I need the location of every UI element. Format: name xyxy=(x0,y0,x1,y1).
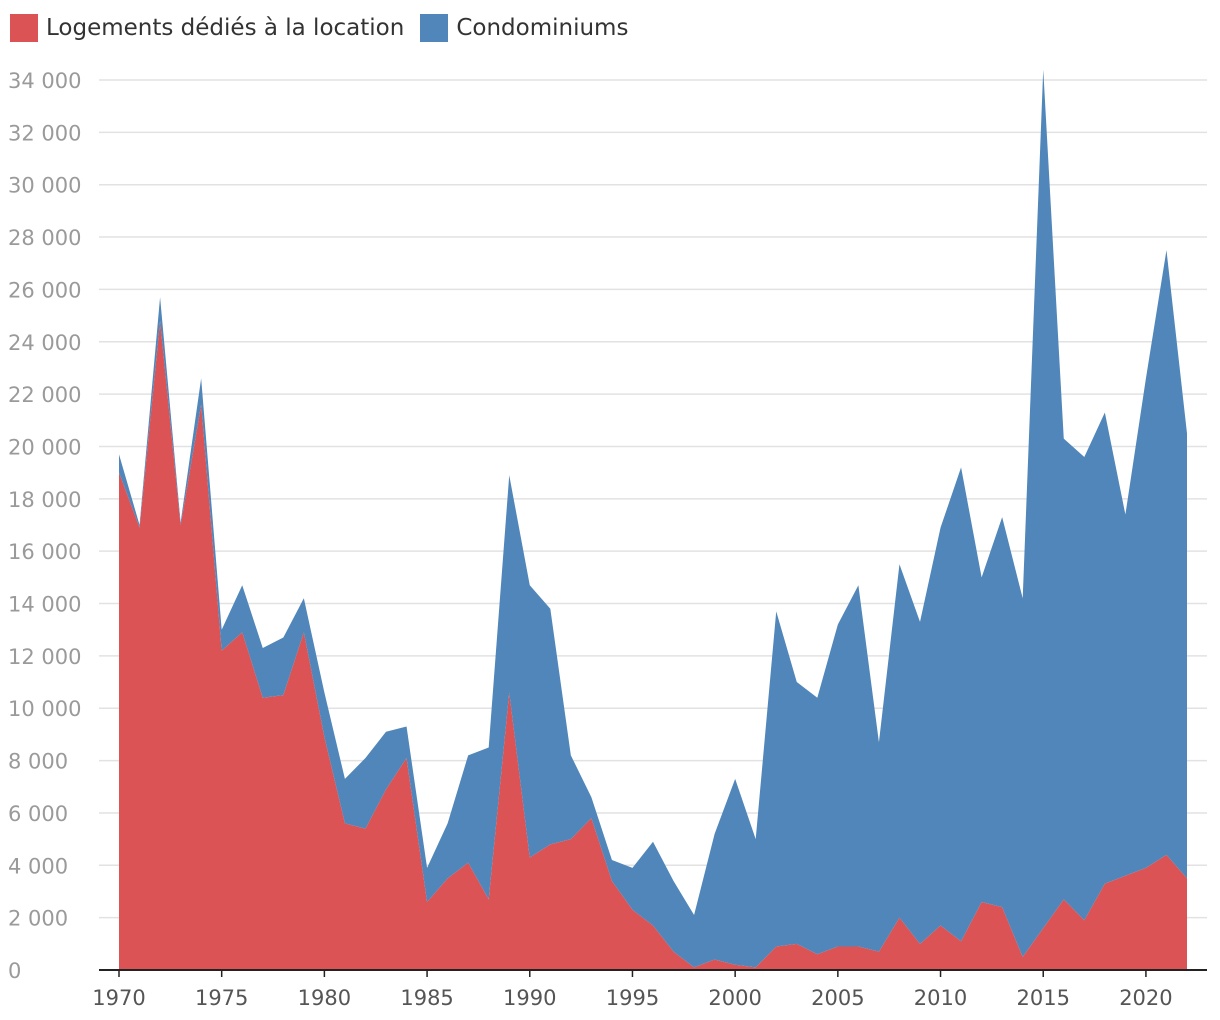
legend-item-rental[interactable]: Logements dédiés à la location xyxy=(10,14,404,42)
y-tick-label: 22 000 xyxy=(8,383,81,407)
x-tick-label: 2005 xyxy=(811,986,864,1010)
area-layer xyxy=(119,69,1187,971)
y-tick-label: 8 000 xyxy=(8,750,68,774)
y-tick-label: 24 000 xyxy=(8,331,81,355)
y-tick-label: 0 xyxy=(8,959,21,983)
y-tick-label: 6 000 xyxy=(8,802,68,826)
y-tick-label: 4 000 xyxy=(8,854,68,878)
y-tick-label: 34 000 xyxy=(8,69,81,93)
x-tick-label: 1995 xyxy=(606,986,659,1010)
y-tick-label: 28 000 xyxy=(8,226,81,250)
y-tick-label: 20 000 xyxy=(8,435,81,459)
area-series-condominiums[interactable] xyxy=(119,69,1187,968)
y-tick-label: 14 000 xyxy=(8,593,81,617)
y-tick-label: 16 000 xyxy=(8,540,81,564)
legend: Logements dédiés à la location Condomini… xyxy=(10,12,644,44)
legend-label-condo: Condominiums xyxy=(456,15,629,41)
legend-label-rental: Logements dédiés à la location xyxy=(46,15,405,41)
y-tick-label: 2 000 xyxy=(8,907,68,931)
legend-swatch-condo xyxy=(420,14,449,42)
x-tick-label: 1975 xyxy=(195,986,248,1010)
x-tick-label: 2020 xyxy=(1119,986,1172,1010)
y-tick-label: 18 000 xyxy=(8,488,81,512)
x-tick-label: 2010 xyxy=(914,986,967,1010)
x-tick-label: 1990 xyxy=(503,986,556,1010)
y-tick-label: 32 000 xyxy=(8,121,81,145)
axes: 0 2 000 4 000 6 000 8 000 10 000 12 000 14 000 1… xyxy=(8,69,1207,1010)
y-tick-label: 26 000 xyxy=(8,278,81,302)
x-tick-label: 2000 xyxy=(708,986,761,1010)
y-tick-label: 12 000 xyxy=(8,645,81,669)
y-tick-label: 30 000 xyxy=(8,174,81,198)
x-tick-label: 1980 xyxy=(298,986,351,1010)
legend-item-condo[interactable]: Condominiums xyxy=(420,14,628,42)
area-series-rental[interactable] xyxy=(119,320,1187,971)
legend-swatch-rental xyxy=(10,14,38,42)
x-tick-label: 1970 xyxy=(92,986,145,1010)
x-tick-label: 1985 xyxy=(400,986,453,1010)
x-tick-label: 2015 xyxy=(1017,986,1070,1010)
y-tick-label: 10 000 xyxy=(8,697,81,721)
